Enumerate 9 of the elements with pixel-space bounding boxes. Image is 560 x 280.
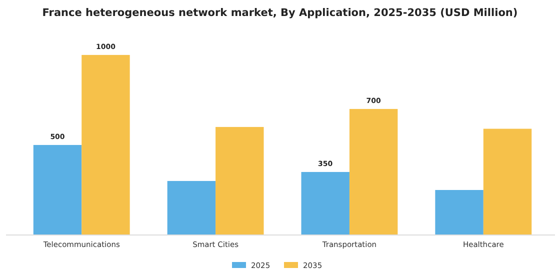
bar xyxy=(435,190,484,235)
bar xyxy=(216,126,264,235)
chart-title: France heterogeneous network market, By Application, 2025-2035 (USD Million) xyxy=(42,7,518,19)
bar xyxy=(33,144,82,235)
bar xyxy=(82,54,130,235)
bar xyxy=(167,180,216,235)
bar xyxy=(483,128,532,235)
bar xyxy=(349,108,398,235)
bar xyxy=(301,172,350,235)
